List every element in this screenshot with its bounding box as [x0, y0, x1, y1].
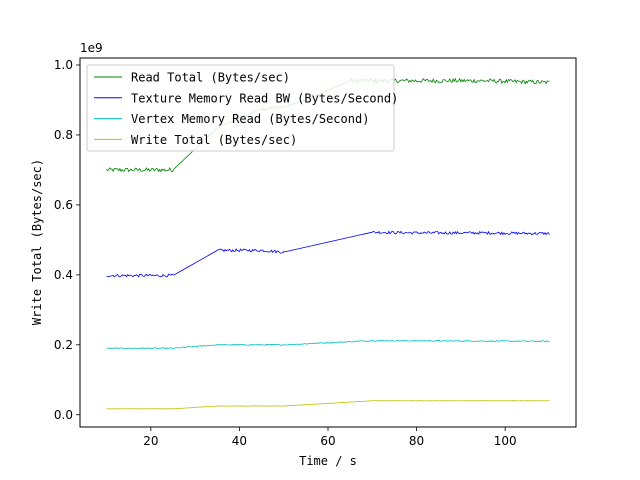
legend-label-2: Vertex Memory Read (Bytes/Second)	[131, 112, 369, 126]
y-axis-label: Write Total (Bytes/sec)	[30, 159, 44, 325]
x-tick-label: 40	[232, 434, 247, 448]
y-axis-offset-label: 1e9	[80, 41, 103, 55]
series-layer	[106, 77, 550, 410]
legend-label-0: Read Total (Bytes/sec)	[131, 71, 290, 85]
x-tick-label: 20	[143, 434, 158, 448]
x-tick-label: 100	[494, 434, 517, 448]
x-axis: 20 40 60 80 100	[143, 427, 517, 448]
x-tick-label: 60	[320, 434, 335, 448]
legend: Read Total (Bytes/sec) Texture Memory Rea…	[86, 64, 398, 152]
legend-box	[86, 64, 395, 152]
series-line-1	[106, 230, 550, 278]
x-axis-label: Time / s	[299, 454, 357, 468]
y-tick-label: 1.0	[54, 58, 73, 72]
y-axis: 0.0 0.2 0.4 0.6 0.8 1.0	[54, 58, 80, 422]
y-tick-label: 0.0	[54, 408, 73, 422]
y-tick-label: 0.6	[54, 198, 73, 212]
series-line-3	[106, 400, 550, 410]
y-tick-label: 0.8	[54, 128, 73, 142]
y-tick-label: 0.4	[54, 268, 73, 282]
legend-label-3: Write Total (Bytes/sec)	[131, 133, 297, 147]
y-tick-label: 0.2	[54, 338, 73, 352]
legend-label-1: Texture Memory Read BW (Bytes/Second)	[131, 91, 398, 105]
series-line-2	[106, 339, 550, 350]
x-tick-label: 80	[409, 434, 424, 448]
